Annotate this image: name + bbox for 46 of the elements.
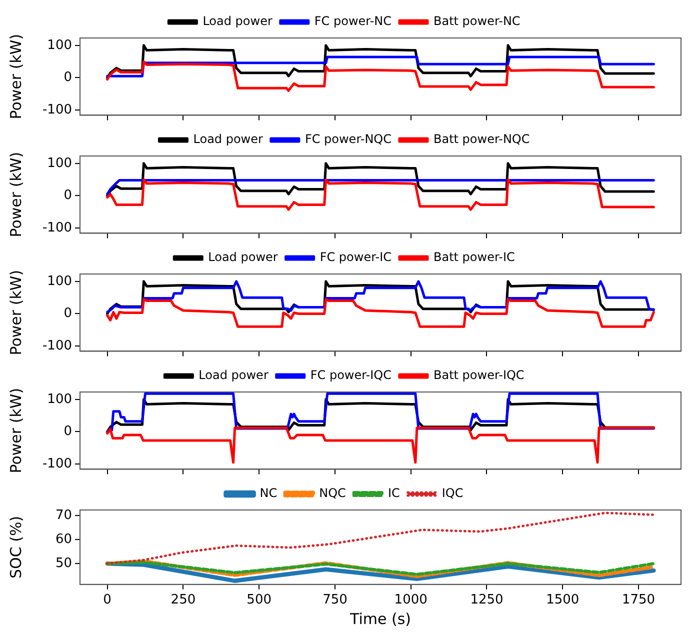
y-tick-label: 0	[64, 188, 72, 204]
legend-label: FC power-NQC	[304, 132, 392, 146]
legend-label: Batt power-NQC	[433, 132, 530, 146]
y-axis-title: Power (kW)	[6, 152, 25, 238]
legend-label: Batt power-IC	[433, 250, 515, 264]
x-tick-label: 0	[103, 592, 112, 608]
y-tick-label: 100	[47, 274, 72, 289]
y-tick-label: 50	[55, 556, 72, 571]
y-tick-label: 0	[64, 424, 72, 440]
line-series	[106, 512, 655, 565]
legend-label: IC	[388, 486, 400, 500]
y-tick-label: 100	[47, 156, 72, 171]
y-tick-label: 0	[64, 306, 72, 322]
y-tick-label: 70	[55, 508, 72, 524]
y-tick-label: -100	[42, 220, 72, 236]
y-tick-label: -100	[42, 102, 72, 118]
x-tick-label: 1000	[394, 592, 428, 608]
legend-label: NC	[260, 486, 278, 500]
x-tick-label: 1500	[546, 592, 580, 608]
legend-label: NQC	[319, 486, 346, 500]
legend-label: Batt power-IQC	[433, 368, 524, 382]
y-axis-title: Power (kW)	[6, 388, 25, 474]
legend-label: Load power	[193, 132, 264, 146]
x-tick-label: 1250	[470, 592, 504, 608]
legend-label: IQC	[442, 486, 464, 500]
y-axis-title: SOC (%)	[6, 516, 25, 578]
y-tick-label: 0	[64, 70, 72, 86]
legend-label: Load power	[202, 14, 272, 28]
x-tick-label: 1750	[622, 592, 656, 608]
x-tick-label: 500	[246, 592, 272, 608]
x-tick-label: 750	[322, 592, 348, 608]
legend-label: Load power	[198, 368, 268, 382]
y-tick-label: 100	[47, 392, 72, 407]
legend-label: FC power-IC	[320, 250, 392, 264]
x-tick-label: 250	[170, 592, 196, 608]
x-axis-title: Time (s)	[349, 610, 411, 628]
legend-label: Batt power-NC	[433, 14, 520, 28]
y-axis-title: Power (kW)	[6, 34, 25, 120]
legend-label: Load power	[208, 250, 278, 264]
legend-label: FC power-NC	[314, 14, 392, 28]
y-axis-title: Power (kW)	[6, 270, 25, 356]
y-tick-label: 60	[55, 532, 72, 548]
y-tick-label: 100	[47, 38, 72, 53]
y-tick-label: -100	[42, 338, 72, 354]
legend-label: FC power-IQC	[310, 368, 392, 382]
y-tick-label: -100	[42, 456, 72, 472]
